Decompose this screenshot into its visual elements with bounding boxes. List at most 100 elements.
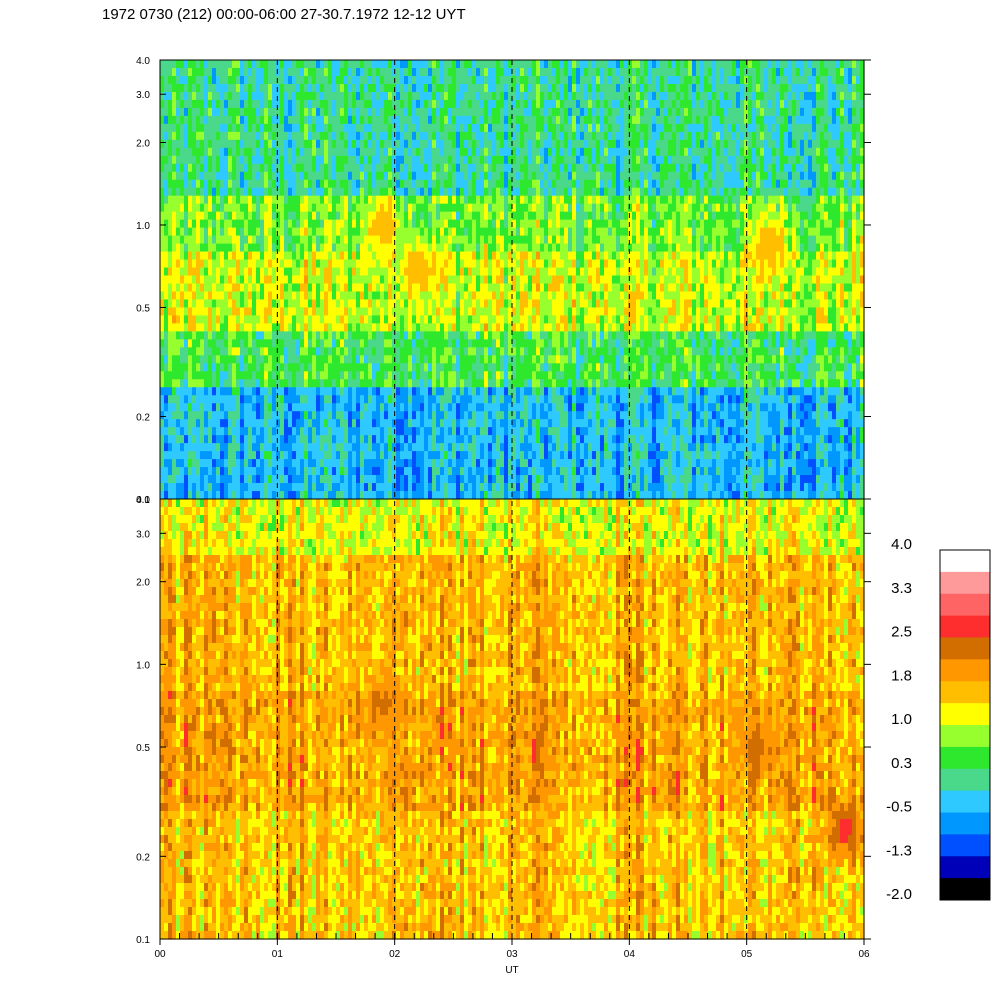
heatmap-cell [484, 123, 489, 133]
heatmap-cell [276, 243, 281, 253]
heatmap-cell [380, 275, 385, 285]
heatmap-cell [172, 283, 177, 293]
heatmap-cell [496, 315, 501, 324]
heatmap-cell [252, 339, 257, 348]
heatmap-cell [232, 275, 237, 285]
heatmap-cell [520, 283, 525, 293]
heatmap-cell [424, 491, 429, 500]
heatmap-cell [468, 443, 473, 452]
heatmap-cell [212, 163, 217, 173]
heatmap-cell [224, 91, 229, 101]
heatmap-cell [472, 331, 477, 340]
heatmap-cell [288, 459, 293, 468]
heatmap-cell [208, 251, 213, 261]
heatmap-cell [248, 67, 253, 77]
heatmap-cell [472, 339, 477, 348]
heatmap-cell [376, 163, 381, 173]
heatmap-cell [180, 387, 185, 396]
heatmap-cell [276, 467, 281, 476]
heatmap-cell [332, 163, 337, 173]
heatmap-cell [388, 427, 393, 436]
heatmap-cell [248, 379, 253, 388]
heatmap-cell [416, 291, 421, 301]
heatmap-cell [288, 123, 293, 133]
heatmap-cell [320, 99, 325, 109]
heatmap-cell [492, 331, 497, 340]
heatmap-cell [360, 251, 365, 261]
heatmap-cell [184, 355, 189, 364]
heatmap-cell [472, 275, 477, 285]
heatmap-cell [472, 387, 477, 396]
heatmap-cell [328, 187, 333, 197]
heatmap-cell [488, 291, 493, 301]
heatmap-cell [192, 259, 197, 269]
heatmap-cell [304, 187, 309, 197]
heatmap-cell [484, 403, 489, 412]
heatmap-cell [208, 443, 213, 452]
heatmap-cell [412, 267, 417, 277]
heatmap-cell [400, 395, 405, 404]
heatmap-cell [192, 323, 197, 332]
heatmap-cell [308, 443, 313, 452]
heatmap-cell [392, 459, 397, 468]
heatmap-cell [276, 107, 281, 117]
heatmap-cell [416, 259, 421, 269]
heatmap-cell [460, 275, 465, 285]
heatmap-cell [288, 443, 293, 452]
heatmap-cell [336, 411, 341, 420]
heatmap-cell [508, 315, 513, 324]
heatmap-cell [192, 371, 197, 380]
heatmap-cell [292, 155, 297, 165]
heatmap-cell [292, 219, 297, 229]
heatmap-cell [216, 475, 221, 484]
heatmap-cell [516, 323, 521, 332]
heatmap-cell [232, 131, 237, 141]
heatmap-cell [484, 251, 489, 261]
heatmap-cell [364, 83, 369, 93]
heatmap-cell [396, 371, 401, 380]
heatmap-cell [216, 315, 221, 324]
heatmap-cell [200, 243, 205, 253]
heatmap-cell [264, 435, 269, 444]
heatmap-cell [244, 307, 249, 317]
heatmap-cell [376, 243, 381, 253]
heatmap-cell [348, 171, 353, 181]
heatmap-cell [308, 483, 313, 492]
heatmap-cell [368, 235, 373, 245]
heatmap-cell [200, 291, 205, 301]
heatmap-cell [444, 275, 449, 285]
heatmap-cell [228, 459, 233, 468]
heatmap-cell [164, 163, 169, 173]
heatmap-cell [208, 131, 213, 141]
heatmap-cell [348, 435, 353, 444]
heatmap-cell [492, 219, 497, 229]
heatmap-cell [468, 139, 473, 149]
heatmap-cell [328, 411, 333, 420]
heatmap-cell [364, 131, 369, 141]
heatmap-cell [500, 307, 505, 317]
heatmap-cell [372, 195, 377, 205]
heatmap-cell [504, 91, 509, 101]
heatmap-cell [496, 323, 501, 332]
heatmap-cell [292, 371, 297, 380]
heatmap-cell [276, 91, 281, 101]
heatmap-cell [508, 339, 513, 348]
heatmap-cell [436, 291, 441, 301]
heatmap-cell [244, 443, 249, 452]
heatmap-cell [500, 451, 505, 460]
heatmap-cell [284, 243, 289, 253]
heatmap-cell [456, 219, 461, 229]
heatmap-cell [476, 299, 481, 309]
heatmap-cell [188, 139, 193, 149]
heatmap-cell [400, 275, 405, 285]
heatmap-cell [512, 491, 517, 500]
heatmap-cell [364, 363, 369, 372]
heatmap-cell [268, 179, 273, 189]
heatmap-cell [384, 459, 389, 468]
heatmap-cell [508, 211, 513, 221]
heatmap-cell [280, 99, 285, 109]
heatmap-cell [208, 83, 213, 93]
heatmap-cell [308, 187, 313, 197]
heatmap-cell [492, 475, 497, 484]
heatmap-cell [344, 483, 349, 492]
